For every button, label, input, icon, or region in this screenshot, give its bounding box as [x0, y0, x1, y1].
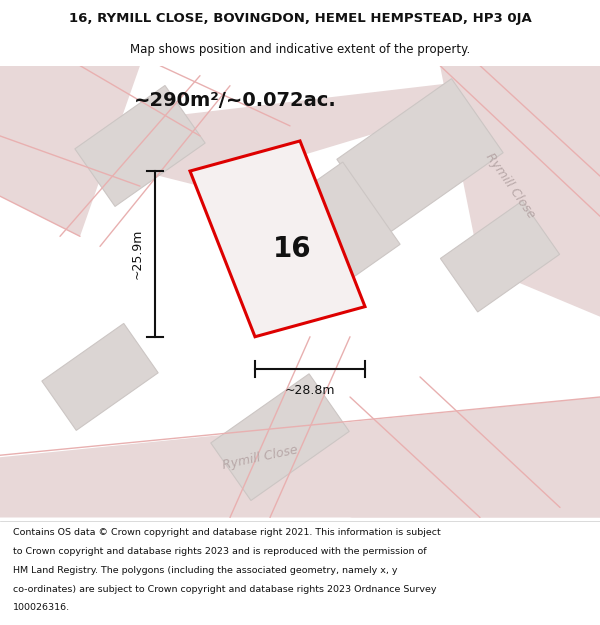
Polygon shape	[0, 66, 600, 186]
Polygon shape	[440, 66, 600, 317]
Polygon shape	[190, 141, 365, 337]
Text: Map shows position and indicative extent of the property.: Map shows position and indicative extent…	[130, 42, 470, 56]
Text: ~28.8m: ~28.8m	[285, 384, 335, 398]
Text: to Crown copyright and database rights 2023 and is reproduced with the permissio: to Crown copyright and database rights 2…	[13, 547, 427, 556]
Text: 16: 16	[273, 235, 312, 263]
Text: Rymill Close: Rymill Close	[221, 443, 299, 472]
Text: Rymill Close: Rymill Close	[482, 151, 538, 221]
Polygon shape	[42, 324, 158, 431]
Polygon shape	[0, 66, 140, 236]
Polygon shape	[350, 437, 600, 518]
Text: 100026316.: 100026316.	[13, 604, 70, 612]
Text: 16, RYMILL CLOSE, BOVINGDON, HEMEL HEMPSTEAD, HP3 0JA: 16, RYMILL CLOSE, BOVINGDON, HEMEL HEMPS…	[68, 12, 532, 25]
Polygon shape	[75, 86, 205, 206]
Text: co-ordinates) are subject to Crown copyright and database rights 2023 Ordnance S: co-ordinates) are subject to Crown copyr…	[13, 585, 437, 594]
Polygon shape	[337, 79, 503, 233]
Polygon shape	[211, 374, 349, 501]
Polygon shape	[0, 397, 600, 518]
Text: HM Land Registry. The polygons (including the associated geometry, namely x, y: HM Land Registry. The polygons (includin…	[13, 566, 398, 575]
Polygon shape	[440, 201, 560, 312]
Text: ~290m²/~0.072ac.: ~290m²/~0.072ac.	[134, 91, 337, 110]
Text: Contains OS data © Crown copyright and database right 2021. This information is : Contains OS data © Crown copyright and d…	[13, 528, 441, 538]
Polygon shape	[220, 162, 400, 331]
Text: ~25.9m: ~25.9m	[131, 229, 143, 279]
